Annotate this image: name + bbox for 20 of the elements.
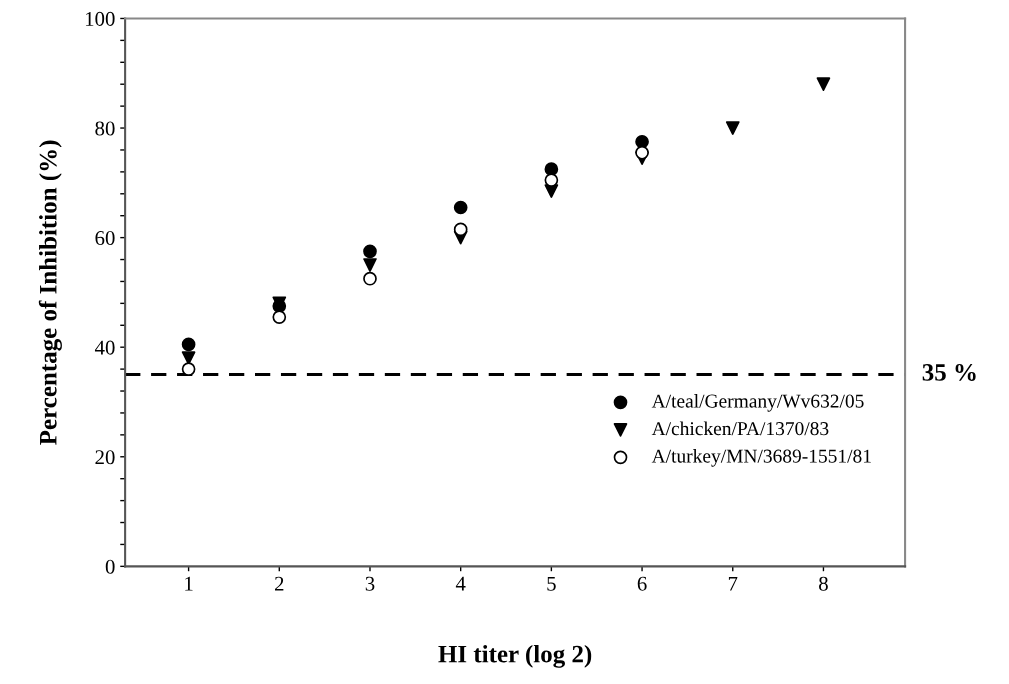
y-tick-label: 0: [105, 559, 115, 574]
x-tick-label: 7: [728, 576, 738, 591]
x-tick-label: 4: [455, 576, 466, 591]
x-axis-title: HI titer (log 2): [438, 644, 592, 668]
x-tick-label: 5: [547, 576, 556, 591]
x-tick-label: 2: [275, 576, 284, 591]
x-tick-label: 6: [637, 576, 647, 591]
y-tick-label: 60: [95, 231, 115, 246]
legend-label: A/teal/Germany/Wv632/05: [651, 393, 864, 412]
x-tick-label: 8: [819, 576, 828, 591]
legend-label: A/chicken/PA/1370/83: [651, 421, 829, 436]
y-tick-label: 80: [95, 121, 115, 136]
x-tick-label: 3: [365, 576, 375, 591]
y-tick-label: 100: [85, 11, 115, 26]
ref-line-label: 35 %: [922, 363, 976, 381]
x-tick-label: 1: [185, 576, 193, 591]
y-axis-title: Percentage of Inhibition (%): [38, 140, 62, 445]
y-tick-label: 20: [95, 450, 115, 465]
y-tick-label: 40: [94, 340, 115, 355]
legend-label: A/turkey/MN/3689-1551/81: [651, 448, 871, 467]
